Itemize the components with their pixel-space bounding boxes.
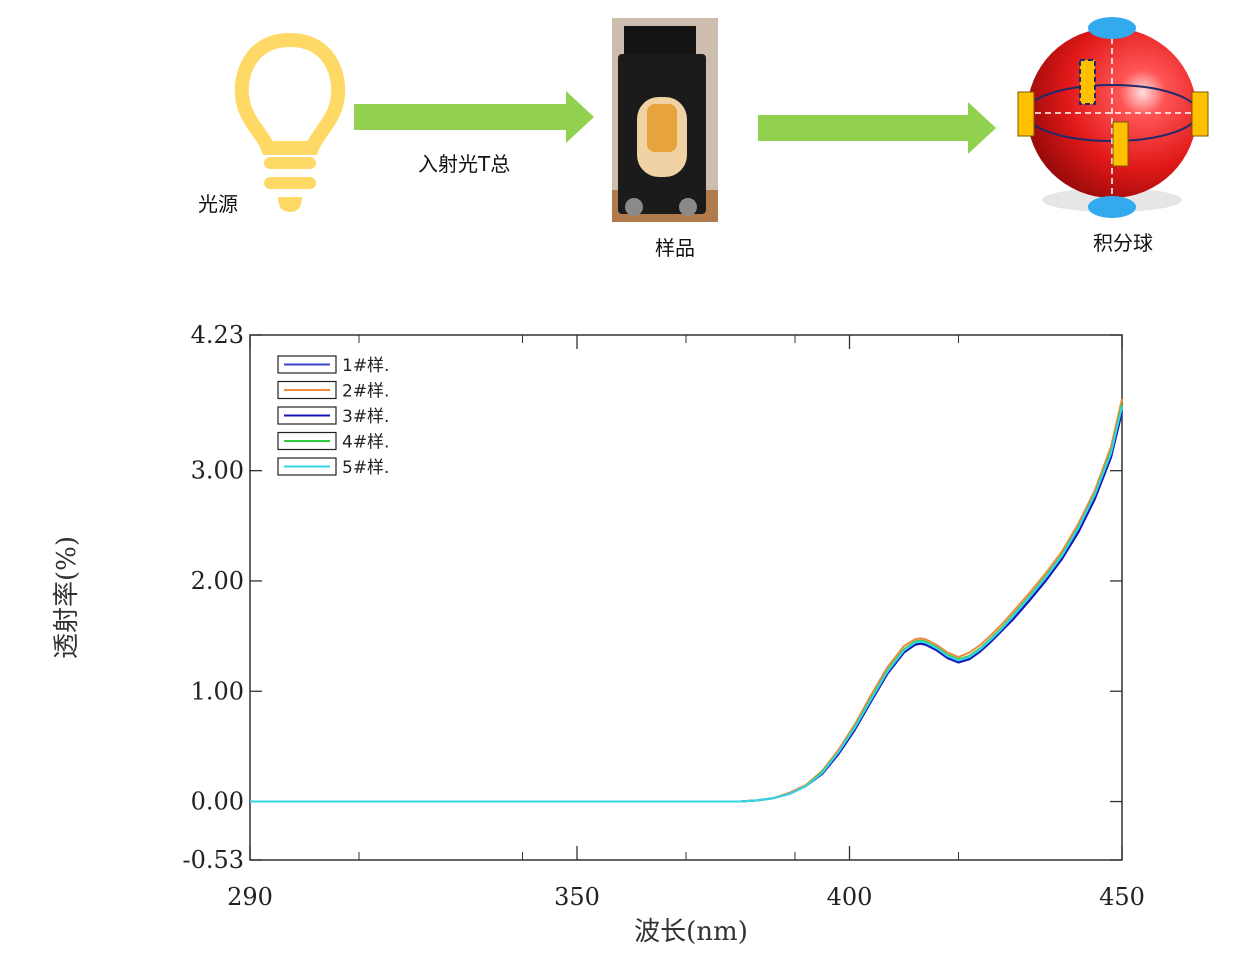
series-line [250,411,1123,803]
series-line [250,398,1123,803]
incident-light-label: 入射光T总 [418,152,511,176]
legend-swatch-box [277,431,337,451]
x-tick-label: 290 [227,883,273,911]
x-tick-label: 450 [1099,883,1145,911]
legend-entry-label: 5#样. [342,458,389,478]
light-bulb-icon [234,32,346,212]
sample-holder-photo [612,18,718,222]
incident-arrow-2 [758,102,996,154]
series-line [250,409,1123,803]
legend-swatch-box [277,380,337,400]
integrating-sphere-icon [985,17,1210,218]
plot-frame [249,334,1123,861]
x-tick-label: 350 [554,883,600,911]
incident-arrow-1 [354,91,594,143]
x-tick-label: 400 [827,883,873,911]
y-tick-label: 4.23 [191,321,244,349]
legend-swatch-box [277,406,337,425]
y-tick-label: 2.00 [191,567,244,595]
legend-entry-label: 1#样. [342,356,389,376]
legend-swatch-box [277,355,337,374]
sample-label: 样品 [655,236,695,260]
measurement-diagram [234,17,1210,222]
y-tick-label: -0.53 [182,846,244,874]
y-tick-label: 3.00 [191,457,244,485]
series-line [250,406,1123,803]
x-axis-title: 波长(nm) [634,917,748,947]
integrating-sphere-label: 积分球 [1093,231,1153,255]
y-tick-label: 1.00 [191,677,244,705]
y-tick-label: 0.00 [191,788,244,816]
light-source-label: 光源 [198,192,238,216]
series-line [250,404,1123,803]
legend-entry-label: 4#样. [342,433,389,453]
legend-entry-label: 3#样. [342,407,389,427]
legend-entry-label: 2#样. [342,382,389,402]
y-axis-title: 透射率(%) [52,536,82,659]
legend-swatch-box [277,457,337,476]
